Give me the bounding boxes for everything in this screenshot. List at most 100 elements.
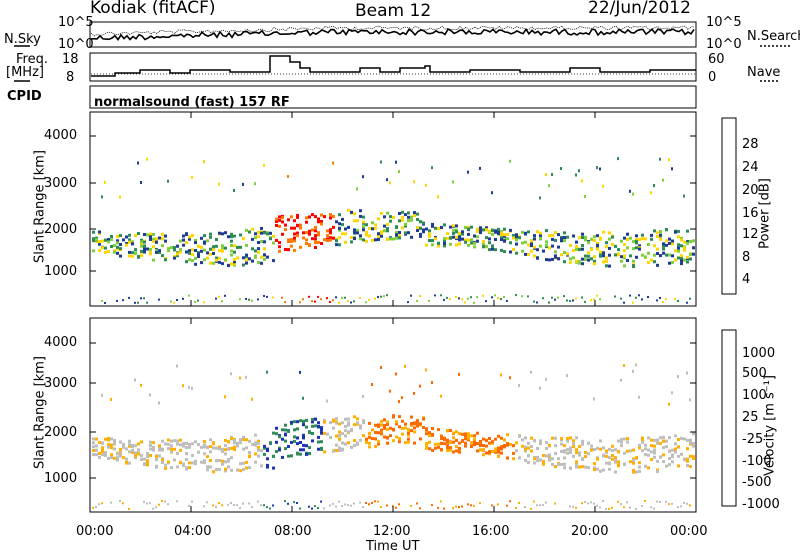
velocity-cell xyxy=(323,507,325,510)
power-cell xyxy=(257,231,260,234)
power-cell xyxy=(662,251,665,255)
velocity-cell xyxy=(335,417,338,421)
velocity-cell xyxy=(251,397,253,401)
velocity-cell xyxy=(347,417,350,421)
velocity-cell xyxy=(617,439,620,443)
velocity-cell xyxy=(185,446,188,450)
power-cell xyxy=(134,301,136,304)
power-cell xyxy=(311,228,314,232)
velocity-cell xyxy=(470,441,473,445)
power-cell xyxy=(314,237,317,241)
velocity-cell xyxy=(575,436,578,440)
power-cell xyxy=(359,214,362,218)
x-axis-label: Time UT xyxy=(366,539,420,554)
power-cell xyxy=(158,249,161,253)
velocity-cell xyxy=(638,443,641,447)
power-cell xyxy=(485,228,488,232)
power-cell xyxy=(245,253,248,257)
velocity-cell xyxy=(476,449,479,453)
velocity-cell xyxy=(137,442,140,446)
power-cell xyxy=(479,226,482,230)
velocity-cell xyxy=(134,456,137,460)
velocity-cell xyxy=(410,429,413,433)
power-cell xyxy=(641,233,644,237)
velocity-cell xyxy=(296,420,299,424)
power-cell xyxy=(386,294,388,297)
velocity-cell xyxy=(395,422,398,426)
power-cell xyxy=(617,157,619,161)
velocity-cell xyxy=(650,506,652,509)
velocity-cell xyxy=(362,395,364,398)
power-cell xyxy=(296,231,299,235)
power-cell xyxy=(599,236,602,240)
velocity-cell xyxy=(587,452,590,456)
power-cell xyxy=(581,179,583,183)
power-cell xyxy=(614,244,617,248)
power-cell xyxy=(674,258,677,262)
power-cell xyxy=(608,253,611,257)
velocity-cell xyxy=(347,504,349,506)
velocity-cell xyxy=(659,455,662,459)
power-cell xyxy=(392,215,395,219)
power-cell xyxy=(146,233,149,237)
velocity-cell xyxy=(101,441,104,445)
power-cell xyxy=(452,228,455,232)
velocity-cell xyxy=(104,451,107,455)
power-cell xyxy=(608,231,611,235)
power-cell xyxy=(440,225,443,229)
power-cell xyxy=(116,251,119,255)
velocity-cell xyxy=(161,458,164,462)
power-cell xyxy=(161,254,164,258)
power-cell xyxy=(347,225,350,229)
power-cell xyxy=(242,182,244,186)
velocity-cell xyxy=(227,503,229,506)
power-cell xyxy=(218,260,221,264)
velocity-cell xyxy=(398,503,400,506)
velocity-cell xyxy=(446,446,449,450)
power-cell xyxy=(533,237,536,241)
power-cell xyxy=(164,258,167,262)
power-cell xyxy=(140,249,143,253)
power-cell xyxy=(683,194,685,198)
velocity-cell xyxy=(599,439,602,443)
velocity-cell xyxy=(602,468,605,472)
power-cell xyxy=(254,232,257,236)
power-cell xyxy=(686,301,688,304)
power-cell xyxy=(122,238,125,242)
power-cell xyxy=(365,239,368,243)
power-cell xyxy=(497,297,499,300)
power-cell xyxy=(602,184,604,188)
velocity-cell xyxy=(191,386,193,390)
power-cell xyxy=(155,240,158,244)
power-cell xyxy=(230,232,233,236)
velocity-cell xyxy=(500,451,503,455)
power-cell xyxy=(116,299,118,302)
power-cell xyxy=(575,244,578,248)
velocity-cell xyxy=(662,446,665,450)
freq-panel-frame xyxy=(89,52,697,82)
power-cell xyxy=(209,247,212,251)
power-cell xyxy=(569,300,571,302)
velocity-cell xyxy=(566,437,569,440)
velocity-cell xyxy=(584,465,587,469)
velocity-cell xyxy=(527,460,530,464)
velocity-cell xyxy=(350,504,352,507)
power-cell xyxy=(416,218,419,221)
power-cell xyxy=(671,167,673,171)
velocity-cell xyxy=(470,504,472,507)
power-cell xyxy=(494,294,496,297)
power-cell xyxy=(134,248,137,252)
power-cell xyxy=(293,226,296,230)
velocity-cell xyxy=(425,428,428,432)
velocity-cb-tick: 1000 xyxy=(742,346,776,361)
power-cell xyxy=(470,238,473,242)
velocity-cell xyxy=(623,437,626,441)
x-tick: 20:00 xyxy=(571,524,609,539)
velocity-cell xyxy=(257,448,260,452)
power-cell xyxy=(329,301,331,303)
velocity-cell xyxy=(302,436,305,440)
velocity-cell xyxy=(599,469,602,473)
power-cell xyxy=(164,234,167,238)
velocity-cell xyxy=(164,463,167,467)
power-cell xyxy=(689,240,692,244)
